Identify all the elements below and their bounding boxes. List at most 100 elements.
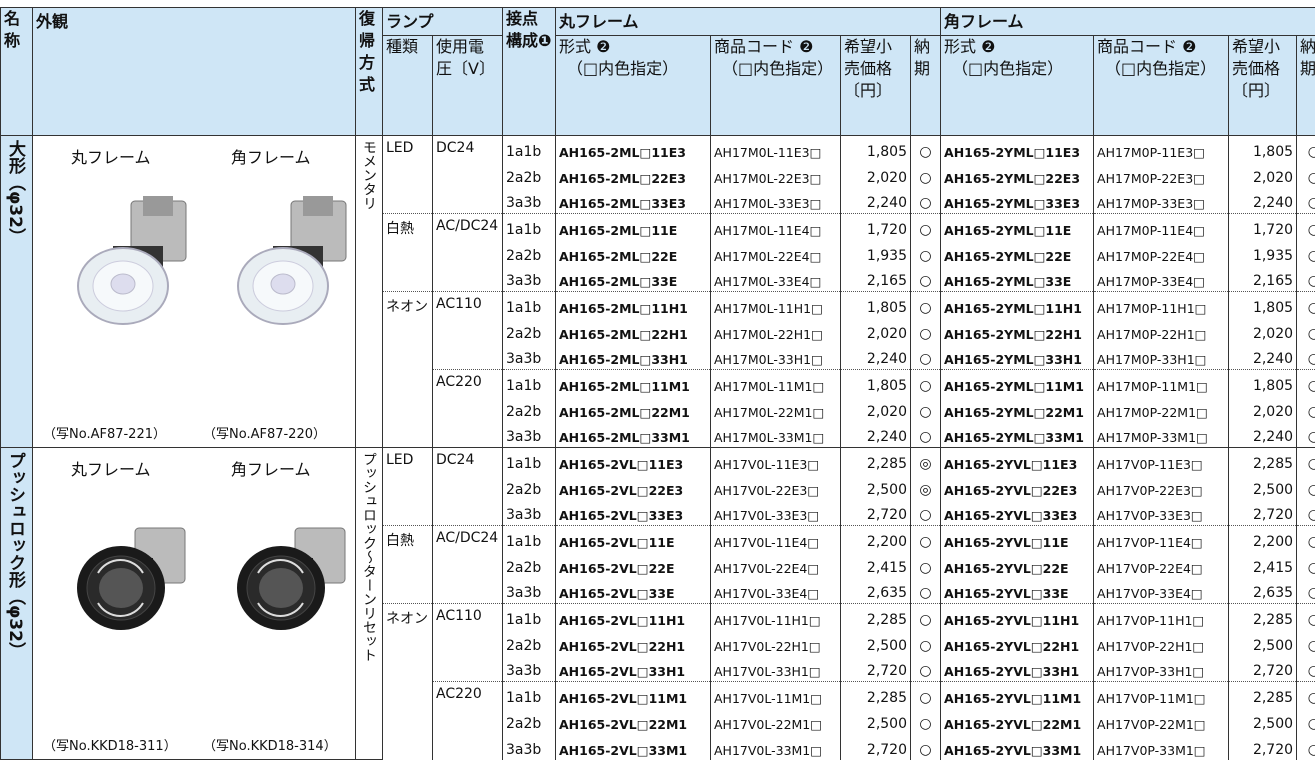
- price: 2,285: [1228, 603, 1297, 630]
- price: 2,415: [1228, 551, 1297, 578]
- lamp-type: 白熱: [382, 213, 433, 292]
- model: AH165-2YML□33E: [940, 265, 1094, 292]
- header-contact: 接点構成❶: [502, 7, 556, 136]
- voltage: AC/DC24: [432, 525, 503, 604]
- contact: 1a1b: [502, 369, 556, 396]
- product-code: AH17M0L-33E4□: [710, 265, 841, 292]
- price: 1,805: [1228, 135, 1297, 162]
- table-row: 2a2b AH165-2VL□22E AH17V0L-22E4□ 2,415 ○ AH16…: [1, 551, 1315, 578]
- product-code: AH17V0P-11H1□: [1093, 603, 1229, 630]
- product-name: 大形（φ32）: [0, 135, 33, 448]
- model: AH165-2YML□11E: [940, 213, 1094, 240]
- price: 2,720: [1228, 733, 1297, 760]
- price: 2,720: [840, 733, 911, 760]
- voltage: DC24: [432, 447, 503, 526]
- delivery: ○: [909, 499, 941, 526]
- product-code: AH17V0L-33E3□: [710, 499, 841, 526]
- product-code: AH17M0L-11E4□: [710, 213, 841, 240]
- product-code: AH17V0L-22E4□: [710, 551, 841, 578]
- header-round-frame: 丸フレーム: [554, 7, 941, 36]
- note: （□内色指定）: [1105, 59, 1217, 78]
- price: 1,720: [840, 213, 911, 240]
- note: （□内色指定）: [722, 59, 834, 78]
- price: 2,200: [840, 525, 911, 552]
- model: AH165-2YML□33E3: [940, 187, 1094, 214]
- contact: 2a2b: [502, 473, 556, 500]
- model: AH165-2YML□22H1: [940, 317, 1094, 344]
- price: 2,240: [1228, 187, 1297, 214]
- catalog: 名称 外観 復帰方式 ランプ 接点構成❶ 丸フレーム 角フレーム 種類 使用電圧…: [0, 7, 1315, 764]
- header-price: 希望小売価格〔円〕: [840, 35, 911, 136]
- voltage: AC/DC24: [432, 213, 503, 292]
- model: AH165-2ML□33E: [555, 265, 711, 292]
- product-code: AH17V0P-22E4□: [1093, 551, 1229, 578]
- model: AH165-2VL□33M1: [555, 733, 711, 760]
- contact: 3a3b: [502, 343, 556, 370]
- price: 1,935: [840, 239, 911, 266]
- product-code: AH17V0P-33E4□: [1093, 577, 1229, 604]
- contact: 2a2b: [502, 395, 556, 422]
- price: 2,635: [1228, 577, 1297, 604]
- product-code: AH17M0L-11E3□: [710, 135, 841, 162]
- delivery: ○: [1296, 135, 1315, 162]
- table-row: 3a3b AH165-2ML□33H1 AH17M0L-33H1□ 2,240 ○ AH1…: [1, 343, 1315, 370]
- price: 2,165: [1228, 265, 1297, 292]
- model: AH165-2ML□22H1: [555, 317, 711, 344]
- price: 2,240: [1228, 343, 1297, 370]
- header-code: 商品コード ❷ （□内色指定）: [710, 35, 841, 136]
- product-code: AH17M0P-11E3□: [1093, 135, 1229, 162]
- delivery: ○: [1296, 629, 1315, 656]
- model: AH165-2YML□33M1: [940, 421, 1094, 448]
- product-code: AH17V0L-11M1□: [710, 681, 841, 708]
- product-code: AH17V0L-11E4□: [710, 525, 841, 552]
- frame-label: 角フレーム: [231, 460, 311, 479]
- delivery: ○: [1296, 603, 1315, 630]
- return-type: モメンタリ: [355, 135, 383, 448]
- product-code: AH17V0L-22M1□: [710, 707, 841, 734]
- voltage: DC24: [432, 135, 503, 214]
- price: 2,020: [840, 395, 911, 422]
- product-code: AH17M0L-22E4□: [710, 239, 841, 266]
- table-row: 2a2b AH165-2ML□22M1 AH17M0L-22M1□ 2,020 ○ AH1…: [1, 395, 1315, 422]
- delivery: ○: [909, 187, 941, 214]
- table-row: ネオン AC110 1a1b AH165-2ML□11H1 AH17M0L-11H1□ 1…: [1, 291, 1315, 448]
- table-row: 白熱 AC/DC24 1a1b AH165-2VL□11E AH17V0L-11E4□ 2…: [1, 525, 1315, 604]
- model: AH165-2ML□22E3: [555, 161, 711, 188]
- model: AH165-2YVL□22E3: [940, 473, 1094, 500]
- table-row: 2a2b AH165-2ML□22E3 AH17M0L-22E3□ 2,020 ○ AH1…: [1, 161, 1315, 188]
- model: AH165-2VL□22H1: [555, 629, 711, 656]
- table-row: 3a3b AH165-2ML□33M1 AH17M0L-33M1□ 2,240 ○ AH1…: [1, 421, 1315, 448]
- delivery: ○: [1296, 551, 1315, 578]
- delivery: ○: [1296, 525, 1315, 552]
- contact: 3a3b: [502, 265, 556, 292]
- table-row: 白熱 AC/DC24 1a1b AH165-2ML□11E AH17M0L-11E4□ 1…: [1, 213, 1315, 292]
- header-return-type: 復帰方式: [355, 7, 383, 136]
- product-code: AH17V0P-22E3□: [1093, 473, 1229, 500]
- price: 2,020: [840, 161, 911, 188]
- label: 商品コード ❷: [1097, 37, 1197, 56]
- contact: 3a3b: [502, 421, 556, 448]
- delivery: ○: [1296, 681, 1315, 708]
- product-code: AH17M0L-22E3□: [710, 161, 841, 188]
- delivery: ○: [909, 421, 941, 448]
- product-code: AH17M0P-33H1□: [1093, 343, 1229, 370]
- delivery: ○: [909, 135, 941, 162]
- delivery: ○: [1296, 161, 1315, 188]
- product-code: AH17V0L-33M1□: [710, 733, 841, 760]
- delivery: ◎: [909, 447, 941, 474]
- delivery: ○: [909, 161, 941, 188]
- product-code: AH17M0L-22H1□: [710, 317, 841, 344]
- product-code: AH17M0P-33M1□: [1093, 421, 1229, 448]
- model: AH165-2ML□33M1: [555, 421, 711, 448]
- price: 2,020: [840, 317, 911, 344]
- contact: 2a2b: [502, 161, 556, 188]
- price: 1,805: [1228, 369, 1297, 396]
- table-row: AC220 1a1b AH165-2ML□11M1 AH17M0L-11M1□ 1,80…: [1, 369, 1315, 448]
- product-code: AH17M0P-11H1□: [1093, 291, 1229, 318]
- product-code: AH17M0P-33E4□: [1093, 265, 1229, 292]
- delivery: ○: [1296, 577, 1315, 604]
- delivery: ○: [1296, 317, 1315, 344]
- model: AH165-2YVL□33H1: [940, 655, 1094, 682]
- contact: 1a1b: [502, 603, 556, 630]
